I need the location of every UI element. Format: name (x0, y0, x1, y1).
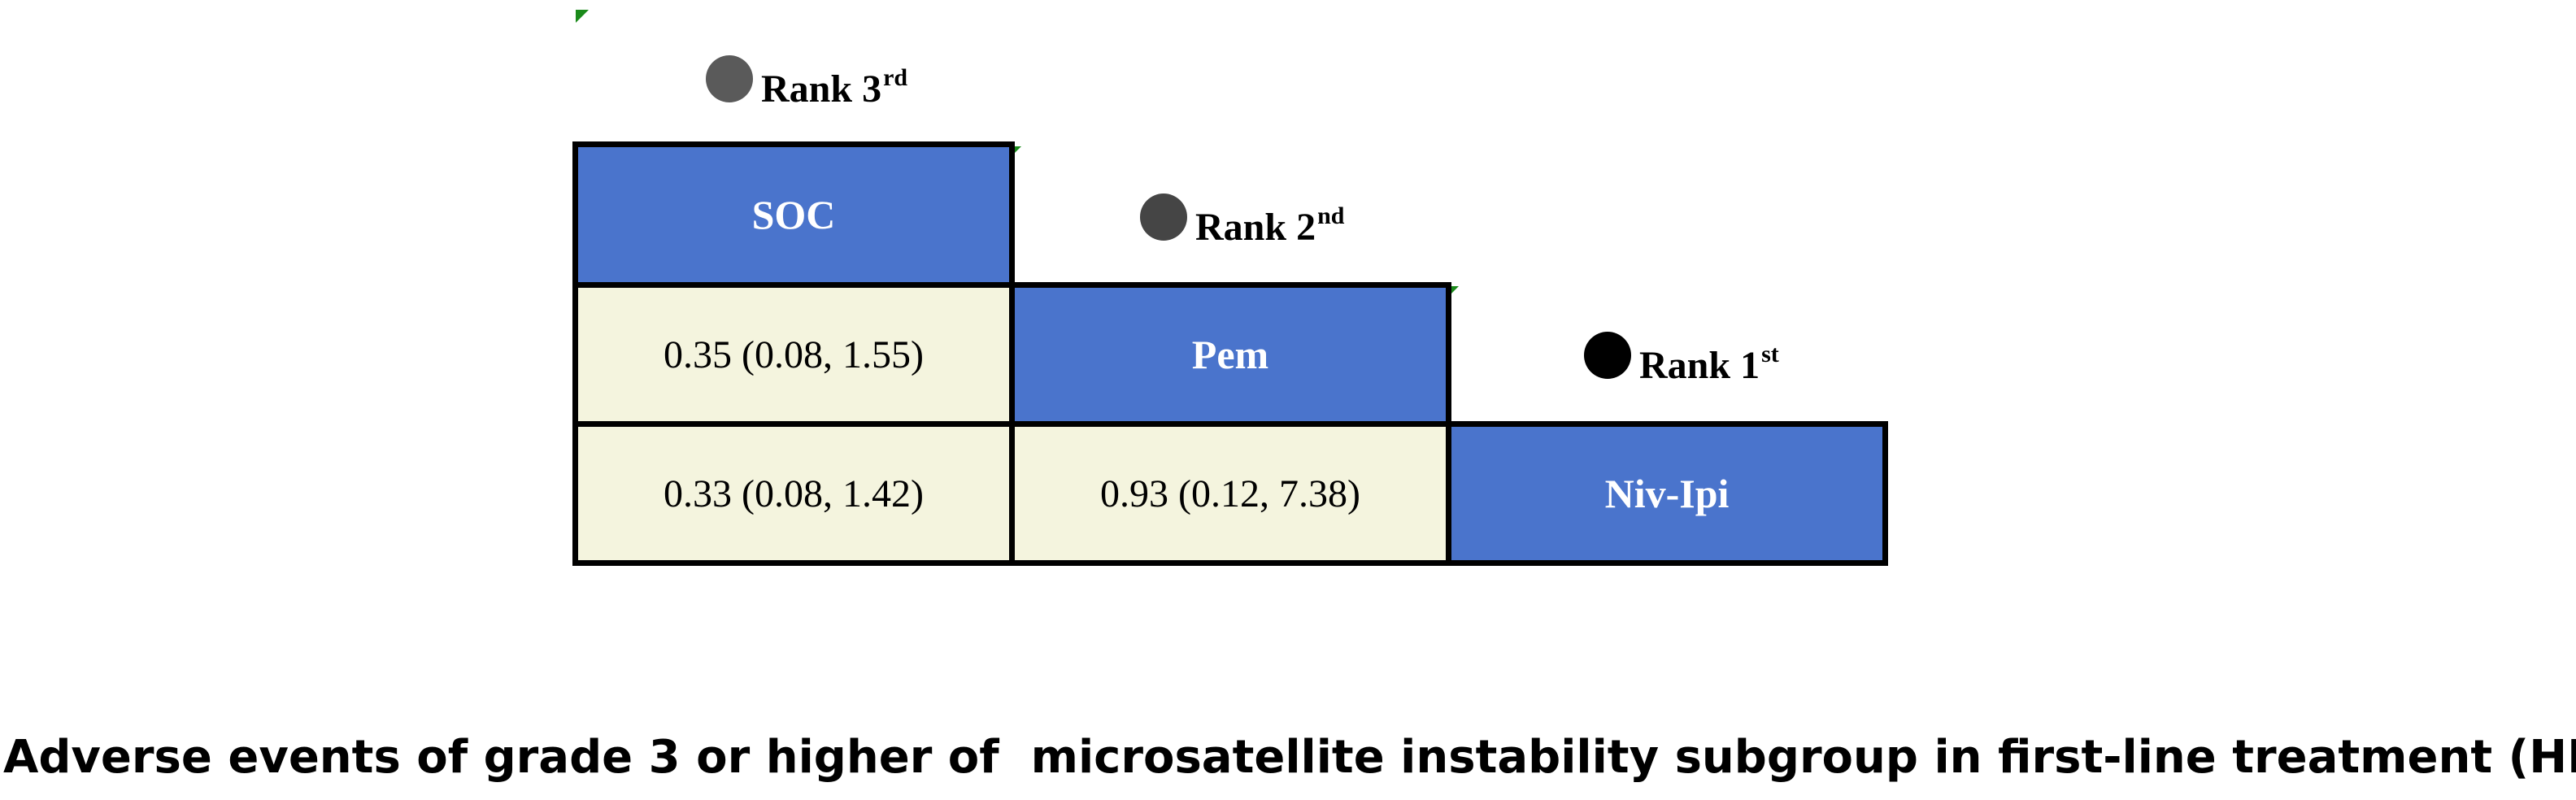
rank-text: Rank 2nd (1195, 202, 1345, 249)
treatment-cell-soc: SOC (572, 141, 1015, 288)
rank-suffix: nd (1317, 202, 1345, 229)
rank-dot-icon (1140, 193, 1187, 241)
figure-caption: Adverse events of grade 3 or higher of m… (3, 731, 2576, 784)
comparison-cell-nivipi-vs-soc: 0.33 (0.08, 1.42) (572, 421, 1015, 566)
comparison-cell-pem-vs-soc: 0.35 (0.08, 1.55) (572, 282, 1015, 427)
rank-suffix: st (1761, 340, 1779, 367)
rank-dot-icon (1584, 332, 1631, 379)
rank-label-pem: Rank 2nd (1140, 193, 1345, 250)
rank-dot-icon (706, 55, 753, 102)
rank-label-nivipi: Rank 1st (1584, 332, 1779, 389)
rank-suffix: rd (883, 63, 908, 91)
rank-label-soc: Rank 3rd (706, 55, 908, 112)
comparison-cell-nivipi-vs-pem: 0.93 (0.12, 7.38) (1009, 421, 1451, 566)
rank-text: Rank 3rd (761, 63, 908, 111)
corner-mark-top (576, 10, 589, 23)
treatment-cell-pem: Pem (1009, 282, 1451, 427)
treatment-cell-nivipi: Niv-Ipi (1446, 421, 1888, 566)
rank-text: Rank 1st (1639, 340, 1779, 387)
